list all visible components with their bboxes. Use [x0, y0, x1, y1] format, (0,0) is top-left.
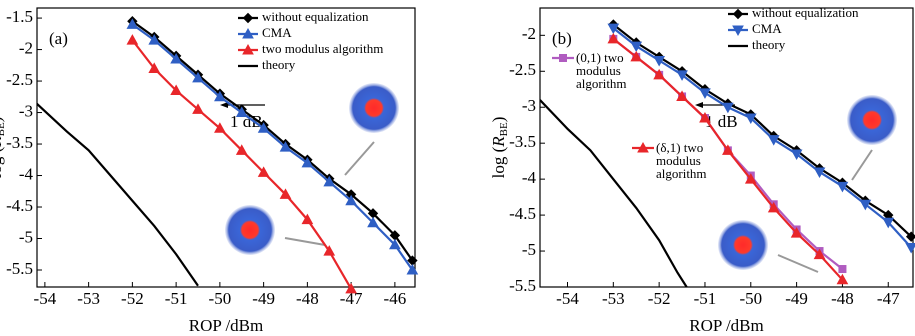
y-tick-label: -5.5 [6, 259, 33, 278]
x-tick-label: -50 [209, 289, 232, 308]
y-tick-label: -5 [19, 227, 33, 246]
y-tick-label: -4.5 [6, 196, 33, 215]
x-tick-label: -46 [384, 289, 407, 308]
constellation [349, 83, 399, 133]
marker [839, 266, 846, 273]
legend-entry: theory [238, 57, 296, 72]
y-axis-label-part: BE [0, 122, 7, 136]
y-tick-label: -2.5 [6, 70, 33, 89]
marker [127, 35, 137, 44]
y-axis-label-part: ) [0, 117, 5, 123]
legend-entry: CMA [728, 21, 782, 36]
x-axis-label: ROP /dBm [189, 316, 263, 335]
legend-label: theory [752, 37, 786, 52]
arrow-head [695, 102, 703, 108]
y-tick-label: -3.5 [6, 133, 33, 152]
x-tick-label: -52 [648, 289, 671, 308]
x-tick-label: -49 [252, 289, 275, 308]
x-tick-label: -53 [602, 289, 625, 308]
x-tick-label: -47 [877, 289, 900, 308]
inline-label: (0,1) two modulus algorithm [576, 51, 656, 99]
x-tick-label: -49 [785, 289, 808, 308]
x-tick-label: -48 [831, 289, 854, 308]
constellation [225, 205, 275, 255]
legend-label: CMA [262, 25, 292, 40]
x-tick-label: -53 [77, 289, 100, 308]
constellation [847, 95, 897, 145]
legend-label: CMA [752, 21, 782, 36]
legend-label: without equalization [262, 9, 369, 24]
x-tick-label: -51 [165, 289, 188, 308]
legend-label: (0,1) two modulus algorithm [576, 51, 640, 90]
x-axis-label: ROP /dBm [689, 316, 763, 335]
legend-label: theory [262, 57, 296, 72]
legend-entry: theory [728, 37, 786, 52]
y-tick-label: -3 [522, 96, 536, 115]
y-axis-label-part: ) [489, 117, 508, 123]
marker [734, 10, 743, 19]
x-tick-label: -51 [694, 289, 717, 308]
series-line [36, 103, 198, 286]
x-tick-label: -52 [121, 289, 144, 308]
x-tick-label: -54 [34, 289, 57, 308]
y-tick-label: -3.5 [509, 132, 536, 151]
y-tick-label: -1.5 [6, 7, 33, 26]
y-tick-label: -2.5 [509, 60, 536, 79]
y-tick-label: -4.5 [509, 204, 536, 223]
pointer [285, 238, 325, 245]
x-tick-label: -50 [739, 289, 762, 308]
y-tick-label: -2 [522, 24, 536, 43]
y-axis-label-part: log ( [489, 146, 508, 178]
legend-label: (δ,1) two modulus algorithm [656, 141, 720, 180]
panel: -54 -53 -52 -51 -50 -49 -48 -47 -2 -2.5 -3 -3.5 -4 -4… [489, 5, 915, 335]
marker [815, 168, 825, 177]
legend-label: without equalization [752, 5, 859, 20]
panel-label: (a) [49, 29, 68, 48]
legend-label: two modulus algorithm [262, 41, 383, 56]
marker [769, 136, 779, 145]
y-axis-label: log (RBE) [489, 117, 510, 179]
y-axis-label-part: R [0, 136, 5, 148]
panel-label: (b) [552, 29, 572, 48]
y-tick-label: -5 [522, 240, 536, 259]
marker [631, 42, 641, 51]
y-tick-label: -4 [19, 164, 34, 183]
legend-entry: two modulus algorithm [238, 41, 383, 56]
y-tick-label: -3 [19, 101, 33, 120]
y-axis-label-part: BE [498, 122, 510, 136]
marker [906, 243, 915, 252]
x-tick-label: -48 [296, 289, 319, 308]
y-tick-label: -2 [19, 38, 33, 57]
legend-entry: without equalization [238, 9, 369, 24]
pointer [345, 142, 374, 175]
constellation [718, 220, 768, 270]
legend-entry: CMA [238, 25, 292, 40]
pointer [852, 150, 872, 180]
legend-entry: without equalization [728, 5, 859, 20]
marker [700, 89, 710, 98]
x-tick-label: -54 [556, 289, 579, 308]
y-tick-label: -4 [522, 168, 537, 187]
marker [560, 55, 567, 62]
y-axis-label-part: R [489, 136, 508, 148]
marker [244, 14, 253, 23]
y-axis-label-part: log ( [0, 146, 5, 178]
series-line [540, 100, 687, 287]
y-tick-label: -5.5 [509, 276, 536, 295]
panel: -54-53-52-51-50-49-48-47-46-1.5-2-2.5-3-… [0, 7, 417, 335]
inline-label: (δ,1) two modulus algorithm [656, 141, 736, 189]
pointer [778, 255, 818, 272]
figure: -54-53-52-51-50-49-48-47-46-1.5-2-2.5-3-… [0, 0, 915, 336]
